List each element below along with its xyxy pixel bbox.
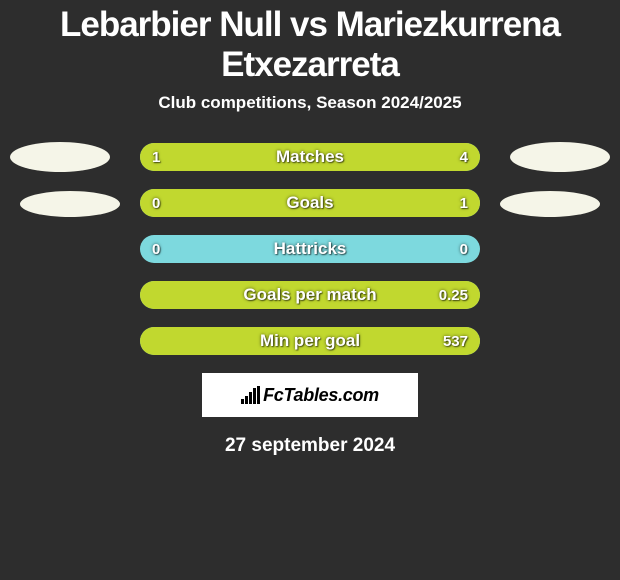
player-marker-left <box>20 191 120 217</box>
brand-badge: FcTables.com <box>202 373 418 417</box>
player-marker-left <box>10 142 110 172</box>
brand-text: FcTables.com <box>263 385 379 406</box>
stat-label: Matches <box>140 143 480 171</box>
subtitle: Club competitions, Season 2024/2025 <box>0 93 620 143</box>
page-title: Lebarbier Null vs Mariezkurrena Etxezarr… <box>0 0 620 93</box>
stat-bar: 0.25Goals per match <box>140 281 480 309</box>
stat-bar: 537Min per goal <box>140 327 480 355</box>
stat-row: 14Matches <box>0 143 620 171</box>
stat-label: Min per goal <box>140 327 480 355</box>
stat-label: Hattricks <box>140 235 480 263</box>
stat-row: 537Min per goal <box>0 327 620 355</box>
stat-row: 0.25Goals per match <box>0 281 620 309</box>
date-line: 27 september 2024 <box>0 431 620 457</box>
brand-bars-icon <box>241 386 260 404</box>
stat-bar: 14Matches <box>140 143 480 171</box>
stats-list: 14Matches 01Goals 00Hattricks 0.25Goals per… <box>0 143 620 355</box>
player-marker-right <box>500 191 600 217</box>
stat-label: Goals <box>140 189 480 217</box>
comparison-infographic: Lebarbier Null vs Mariezkurrena Etxezarr… <box>0 0 620 457</box>
stat-label: Goals per match <box>140 281 480 309</box>
stat-bar: 00Hattricks <box>140 235 480 263</box>
player-marker-right <box>510 142 610 172</box>
stat-row: 01Goals <box>0 189 620 217</box>
stat-row: 00Hattricks <box>0 235 620 263</box>
stat-bar: 01Goals <box>140 189 480 217</box>
